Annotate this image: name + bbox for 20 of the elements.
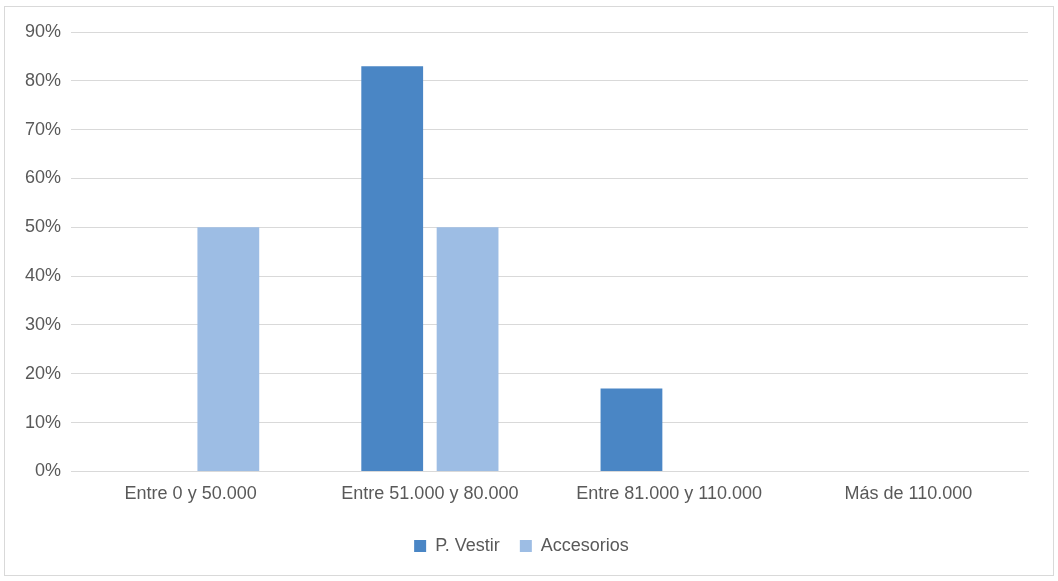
- y-tick-label: 90%: [25, 20, 62, 41]
- x-tick-label: Entre 51.000 y 80.000: [341, 483, 519, 504]
- y-tick-label: 60%: [25, 167, 62, 188]
- y-tick-label: 0%: [35, 460, 62, 481]
- bar: [361, 66, 424, 471]
- y-tick-label: 40%: [25, 265, 62, 286]
- y-tick-label: 50%: [25, 216, 62, 237]
- y-tick-label: 70%: [25, 118, 62, 139]
- x-tick-label: Entre 0 y 50.000: [124, 483, 257, 504]
- bar: [436, 227, 499, 471]
- x-tick-label: Más de 110.000: [844, 483, 973, 504]
- y-tick-label: 10%: [25, 411, 62, 432]
- y-tick-label: 30%: [25, 313, 62, 334]
- x-tick-label: Entre 81.000 y 110.000: [576, 483, 763, 504]
- legend-label: P. Vestir: [435, 534, 500, 555]
- bar: [600, 388, 663, 471]
- y-tick-label: 80%: [25, 69, 62, 90]
- bar: [197, 227, 260, 471]
- y-tick-label: 20%: [25, 362, 62, 383]
- legend-label: Accesorios: [540, 534, 629, 555]
